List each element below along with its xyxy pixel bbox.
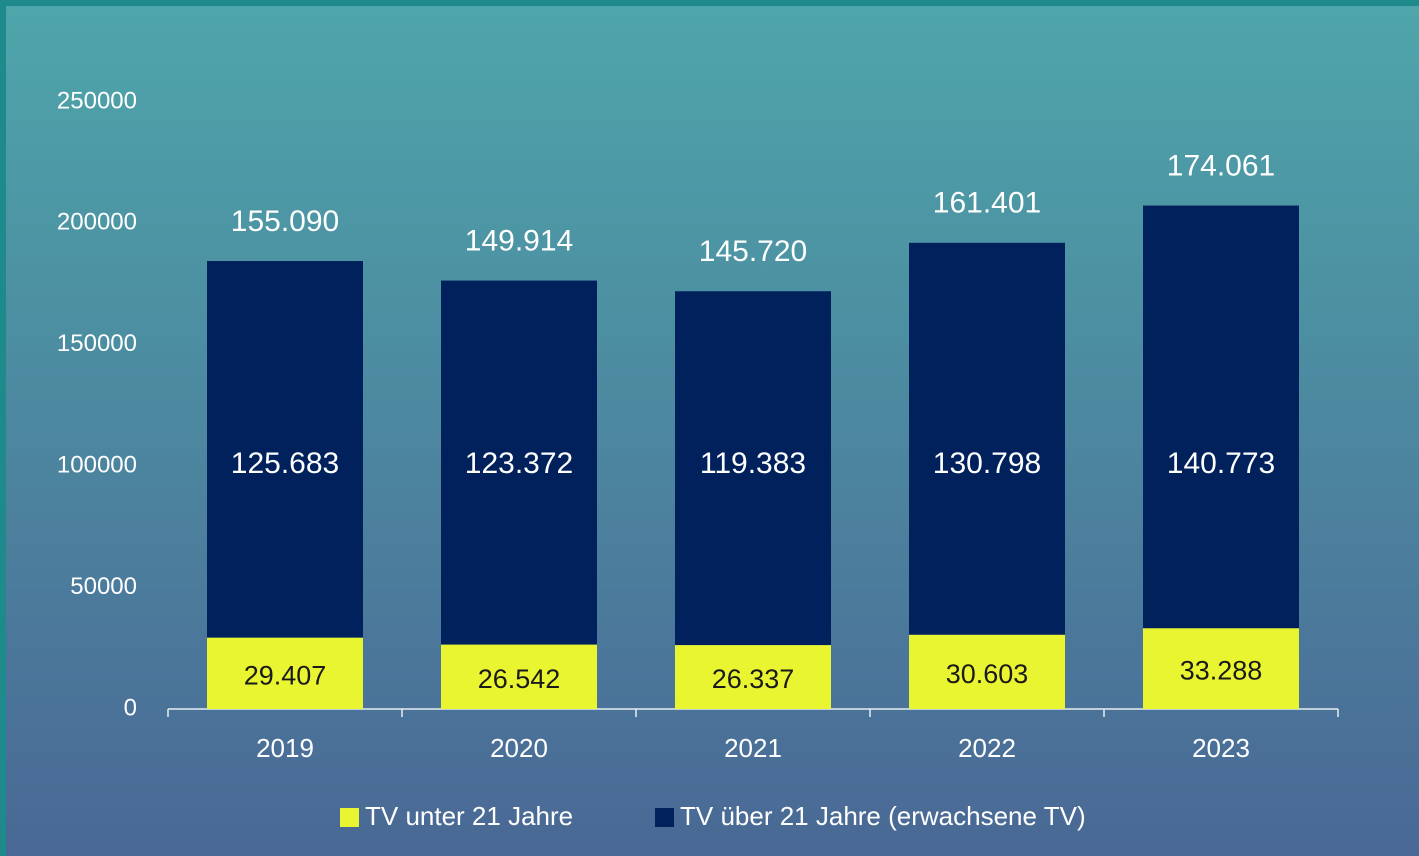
total-label: 161.401: [933, 187, 1041, 220]
segment-label: 140.773: [1167, 447, 1275, 480]
bar-segment: [207, 261, 363, 638]
legend-label: TV über 21 Jahre (erwachsene TV): [680, 801, 1086, 831]
x-tick-label: 2021: [724, 733, 782, 763]
total-label: 174.061: [1167, 149, 1275, 182]
total-label: 155.090: [231, 205, 339, 238]
bar-segment: [1143, 628, 1299, 709]
left-border: [0, 0, 6, 856]
y-tick-label: 50000: [70, 573, 137, 600]
bar-segment: [675, 645, 831, 709]
y-tick-label: 100000: [57, 452, 137, 479]
legend-swatch: [340, 808, 359, 827]
segment-label: 119.383: [700, 447, 806, 480]
y-tick-label: 250000: [57, 87, 137, 114]
segment-label: 29.407: [244, 660, 327, 690]
legend-label: TV unter 21 Jahre: [365, 801, 573, 831]
x-tick-label: 2023: [1192, 733, 1250, 763]
bar-segment: [1143, 205, 1299, 629]
total-label: 149.914: [465, 224, 573, 257]
segment-label: 26.542: [478, 664, 561, 694]
x-tick-label: 2019: [256, 733, 314, 763]
bar-segment: [441, 644, 597, 709]
bar-segment: [441, 280, 597, 645]
legend-swatch: [655, 808, 674, 827]
y-tick-label: 150000: [57, 330, 137, 357]
segment-label: 125.683: [231, 447, 339, 480]
x-tick-label: 2022: [958, 733, 1016, 763]
bar-segment: [909, 634, 1065, 709]
segment-label: 26.337: [712, 664, 795, 694]
bar-segment: [909, 242, 1065, 635]
total-label: 145.720: [699, 235, 807, 268]
segment-label: 33.288: [1180, 656, 1263, 686]
x-tick-label: 2020: [490, 733, 548, 763]
segment-label: 130.798: [933, 447, 1041, 480]
top-border: [0, 0, 1419, 6]
segment-label: 123.372: [465, 447, 573, 480]
y-tick-label: 200000: [57, 209, 137, 236]
y-tick-label: 0: [124, 694, 137, 721]
segment-label: 30.603: [946, 659, 1029, 689]
bar-segment: [675, 291, 831, 646]
bar-segment: [207, 637, 363, 709]
